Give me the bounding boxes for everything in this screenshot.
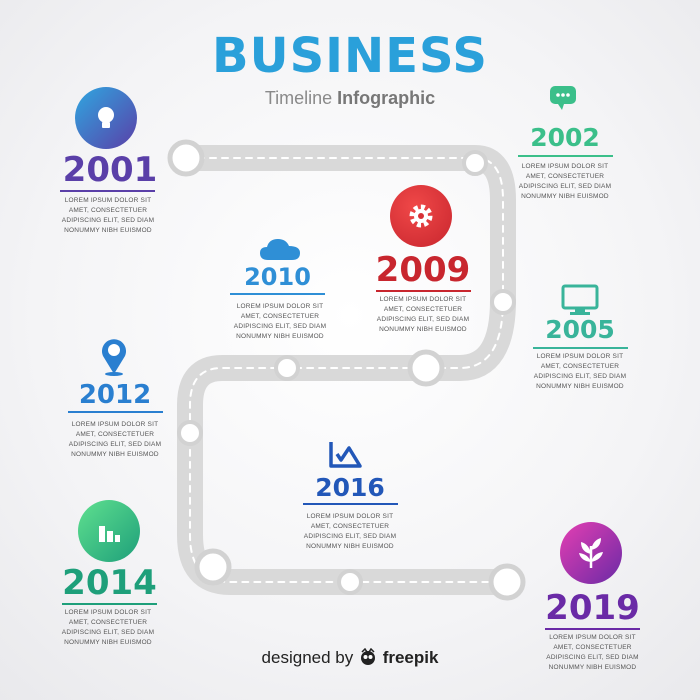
subtitle-infographic: Infographic (337, 88, 436, 108)
chat-bubble-icon (548, 84, 578, 112)
road-node-2005 (490, 289, 516, 315)
chart-logo-icon (327, 440, 363, 468)
cloud-icon (258, 236, 302, 262)
divider-2014 (62, 603, 157, 605)
divider-2001 (60, 190, 155, 192)
divider-2010 (230, 293, 325, 295)
road-node-2001 (167, 139, 205, 177)
desc-2016: LOREM IPSUM DOLOR SIT AMET, CONSECTETUER… (303, 513, 397, 550)
leaf-icon (560, 522, 622, 584)
road-node-2002 (462, 150, 488, 176)
freepik-logo-icon (358, 647, 378, 671)
road-node-2009 (407, 349, 445, 387)
divider-2019 (545, 628, 640, 630)
desc-2002: LOREM IPSUM DOLOR SIT AMET, CONSECTETUER… (518, 163, 612, 200)
desc-2014: LOREM IPSUM DOLOR SIT AMET, CONSECTETUER… (61, 609, 155, 646)
road-node-2014 (194, 548, 232, 586)
year-2016: 2016 (315, 473, 385, 502)
year-2005: 2005 (545, 315, 615, 344)
year-2001: 2001 (62, 150, 158, 190)
desc-2001: LOREM IPSUM DOLOR SIT AMET, CONSECTETUER… (61, 197, 155, 234)
credit-prefix: designed by (261, 648, 358, 667)
year-2002: 2002 (530, 123, 600, 152)
subtitle-timeline: Timeline (264, 88, 338, 108)
desc-2010: LOREM IPSUM DOLOR SIT AMET, CONSECTETUER… (233, 303, 327, 340)
divider-2009 (376, 290, 471, 292)
map-pin-icon (94, 336, 134, 376)
gear-icon (390, 185, 452, 247)
divider-2005 (533, 347, 628, 349)
year-2010: 2010 (244, 263, 311, 291)
monitor-icon (560, 284, 600, 316)
lightbulb-icon (75, 87, 137, 149)
desc-2012: LOREM IPSUM DOLOR SIT AMET, CONSECTETUER… (68, 421, 162, 458)
road-node-2010 (274, 355, 300, 381)
divider-2016 (303, 503, 398, 505)
year-2014: 2014 (62, 563, 157, 603)
divider-2012 (68, 411, 163, 413)
road-node-2019 (488, 563, 526, 601)
year-2019: 2019 (545, 588, 640, 628)
bar-chart-icon (78, 500, 140, 562)
credit-brand[interactable]: freepik (382, 648, 439, 667)
page-subtitle: Timeline Infographic (0, 88, 700, 109)
desc-2009: LOREM IPSUM DOLOR SIT AMET, CONSECTETUER… (376, 296, 470, 333)
year-2012: 2012 (78, 380, 152, 410)
year-2009: 2009 (375, 250, 471, 290)
road-node-2012 (177, 420, 203, 446)
page-title: BUSINESS (212, 28, 488, 84)
desc-2005: LOREM IPSUM DOLOR SIT AMET, CONSECTETUER… (533, 353, 627, 390)
divider-2002 (518, 155, 613, 157)
road-node-2016 (337, 569, 363, 595)
desc-2019: LOREM IPSUM DOLOR SIT AMET, CONSECTETUER… (546, 634, 639, 671)
credit-line: designed by freepik (0, 647, 700, 671)
